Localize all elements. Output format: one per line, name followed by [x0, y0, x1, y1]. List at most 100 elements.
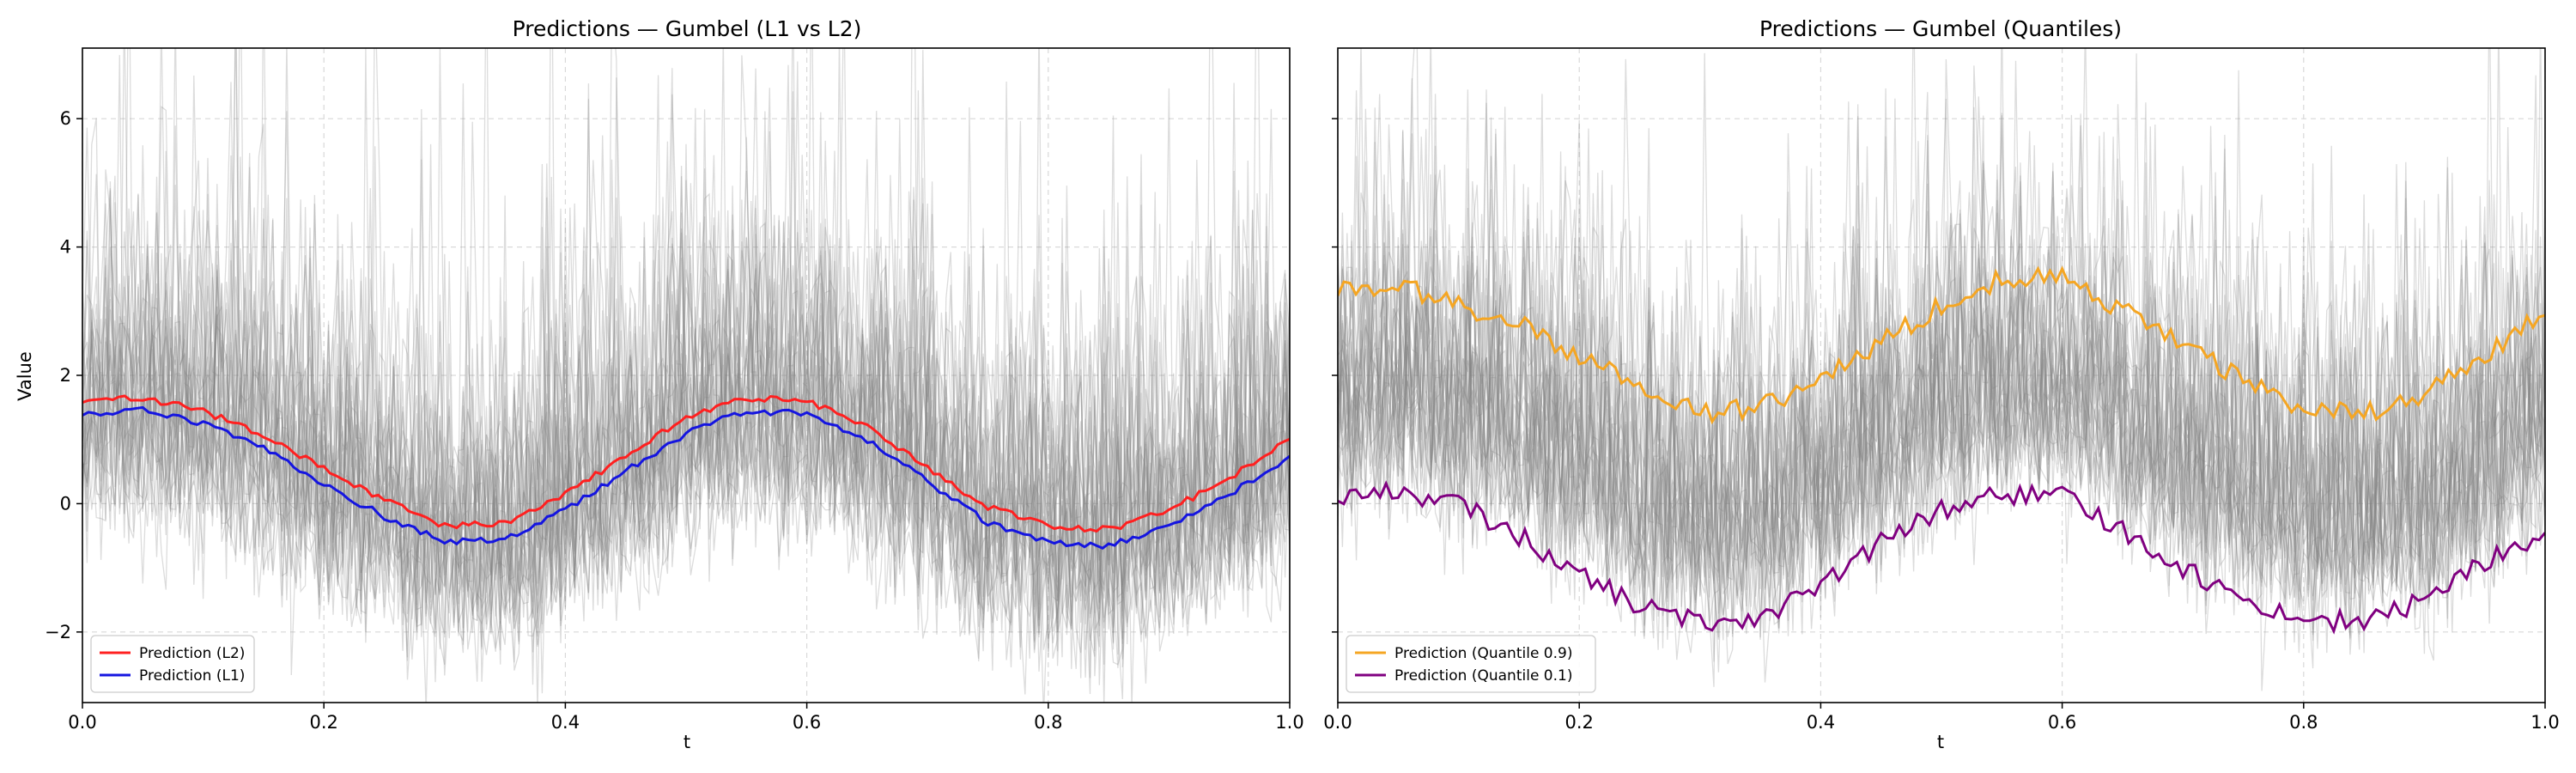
x-tick-label: 0.8	[1034, 712, 1062, 733]
legend-label: Prediction (Quantile 0.9)	[1394, 645, 1572, 662]
legend-label: Prediction (L1)	[139, 667, 245, 685]
legend-box	[1346, 635, 1596, 693]
sample-trajectory	[1338, 78, 2545, 635]
prediction-series	[82, 394, 1290, 551]
sample-trajectory	[82, 163, 1290, 695]
sample-trajectory	[1338, 52, 2545, 640]
legend-label: Prediction (L2)	[139, 645, 245, 662]
y-axis-label: Value	[15, 351, 35, 401]
sample-trajectory	[82, 48, 1290, 700]
sample-trajectory	[82, 50, 1290, 668]
sample-trajectory	[82, 48, 1290, 636]
sample-trajectory	[1338, 167, 2545, 633]
series-line-prediction-l2	[82, 394, 1290, 533]
x-tick-label: 0.4	[1807, 712, 1835, 733]
sample-trajectory	[1338, 108, 2545, 639]
sample-trajectory	[1338, 124, 2545, 691]
y-axis-ticks: −2 0 2 4 6	[45, 108, 82, 642]
sample-trajectory	[82, 48, 1290, 679]
legend: Prediction (L2) Prediction (L1)	[90, 635, 255, 693]
sample-trajectory	[82, 48, 1290, 657]
sample-trajectory	[82, 48, 1290, 682]
legend-label: Prediction (Quantile 0.1)	[1394, 667, 1572, 685]
sample-trajectory	[82, 90, 1290, 650]
y-tick-label: 6	[60, 108, 71, 129]
x-tick-label: 0.2	[309, 712, 337, 733]
sample-trajectory	[82, 141, 1290, 703]
sample-trajectory	[1338, 126, 2545, 660]
x-axis-label: t	[1937, 732, 1944, 752]
sample-trajectory	[82, 48, 1290, 703]
sample-trajectory	[1338, 136, 2545, 661]
y-tick-label: 2	[60, 365, 71, 386]
sample-trajectory	[82, 48, 1290, 677]
sample-trajectory	[1338, 131, 2545, 636]
sample-trajectory	[82, 83, 1290, 703]
sample-trajectory	[1338, 48, 2545, 650]
sample-trajectory	[82, 48, 1290, 650]
sample-trajectory	[82, 91, 1290, 694]
y-tick-label: −2	[45, 622, 71, 642]
x-tick-label: 0.6	[2048, 712, 2076, 733]
sample-trajectory	[82, 48, 1290, 684]
background-samples	[82, 48, 1290, 703]
sample-trajectory	[1338, 48, 2545, 650]
x-tick-label: 0.0	[68, 712, 96, 733]
sample-trajectory	[1338, 48, 2545, 622]
prediction-series	[1338, 265, 2545, 635]
y-tick-label: 4	[60, 237, 71, 258]
x-tick-label: 1.0	[1275, 712, 1303, 733]
sample-trajectory	[82, 68, 1290, 650]
chart-title: Predictions — Gumbel (Quantiles)	[1759, 16, 2122, 41]
sample-trajectory	[1338, 92, 2545, 628]
sample-trajectory	[1338, 48, 2545, 640]
sample-trajectory	[82, 48, 1290, 680]
sample-trajectory	[1338, 88, 2545, 669]
sample-trajectory	[1338, 48, 2545, 638]
grid-lines	[82, 48, 1291, 703]
chart-panel-l1-vs-l2: Predictions — Gumbel (L1 vs L2) t Value …	[15, 16, 1304, 752]
sample-trajectory	[82, 48, 1290, 676]
sample-trajectory	[82, 48, 1290, 676]
y-tick-label: 0	[60, 493, 71, 514]
legend: Prediction (Quantile 0.9) Prediction (Qua…	[1346, 635, 1596, 693]
x-tick-label: 0.8	[2289, 712, 2318, 733]
sample-trajectory	[1338, 125, 2545, 626]
x-tick-label: 0.4	[551, 712, 580, 733]
sample-trajectory	[1338, 101, 2545, 662]
x-axis-ticks: 0.0 0.2 0.4 0.6 0.8 1.0	[68, 703, 1304, 733]
sample-trajectory	[82, 94, 1290, 679]
sample-trajectory	[82, 125, 1290, 703]
sample-trajectory	[1338, 89, 2545, 665]
sample-trajectory	[1338, 65, 2545, 628]
sample-trajectory	[82, 48, 1290, 683]
sample-trajectory	[82, 111, 1290, 666]
x-tick-label: 1.0	[2530, 712, 2559, 733]
x-tick-label: 0.2	[1564, 712, 1593, 733]
sample-trajectory	[1338, 75, 2545, 655]
sample-trajectory	[1338, 184, 2545, 654]
x-tick-label: 0.0	[1323, 712, 1352, 733]
x-axis-label: t	[683, 732, 690, 752]
series-line-prediction-l1	[82, 405, 1290, 551]
y-axis-ticks	[1332, 118, 1338, 633]
x-axis-ticks: 0.0 0.2 0.4 0.6 0.8 1.0	[1323, 703, 2560, 733]
sample-trajectory	[82, 167, 1290, 648]
sample-trajectory	[1338, 48, 2545, 687]
sample-trajectory	[1338, 102, 2545, 654]
sample-trajectory	[1338, 58, 2545, 673]
legend-box	[90, 635, 255, 693]
sample-trajectory	[82, 77, 1290, 703]
sample-trajectory	[1338, 48, 2545, 636]
sample-trajectory	[1338, 70, 2545, 638]
background-samples	[1338, 48, 2545, 691]
chart-panel-quantiles: Predictions — Gumbel (Quantiles) t 0.0 0.…	[1323, 16, 2560, 752]
chart-title: Predictions — Gumbel (L1 vs L2)	[513, 16, 862, 41]
sample-trajectory	[1338, 48, 2545, 654]
sample-trajectory	[1338, 96, 2545, 619]
series-line-prediction-quantile-0-1	[1338, 480, 2545, 635]
x-tick-label: 0.6	[793, 712, 821, 733]
series-line-prediction-quantile-0-9	[1338, 265, 2545, 425]
sample-trajectory	[1338, 58, 2545, 637]
